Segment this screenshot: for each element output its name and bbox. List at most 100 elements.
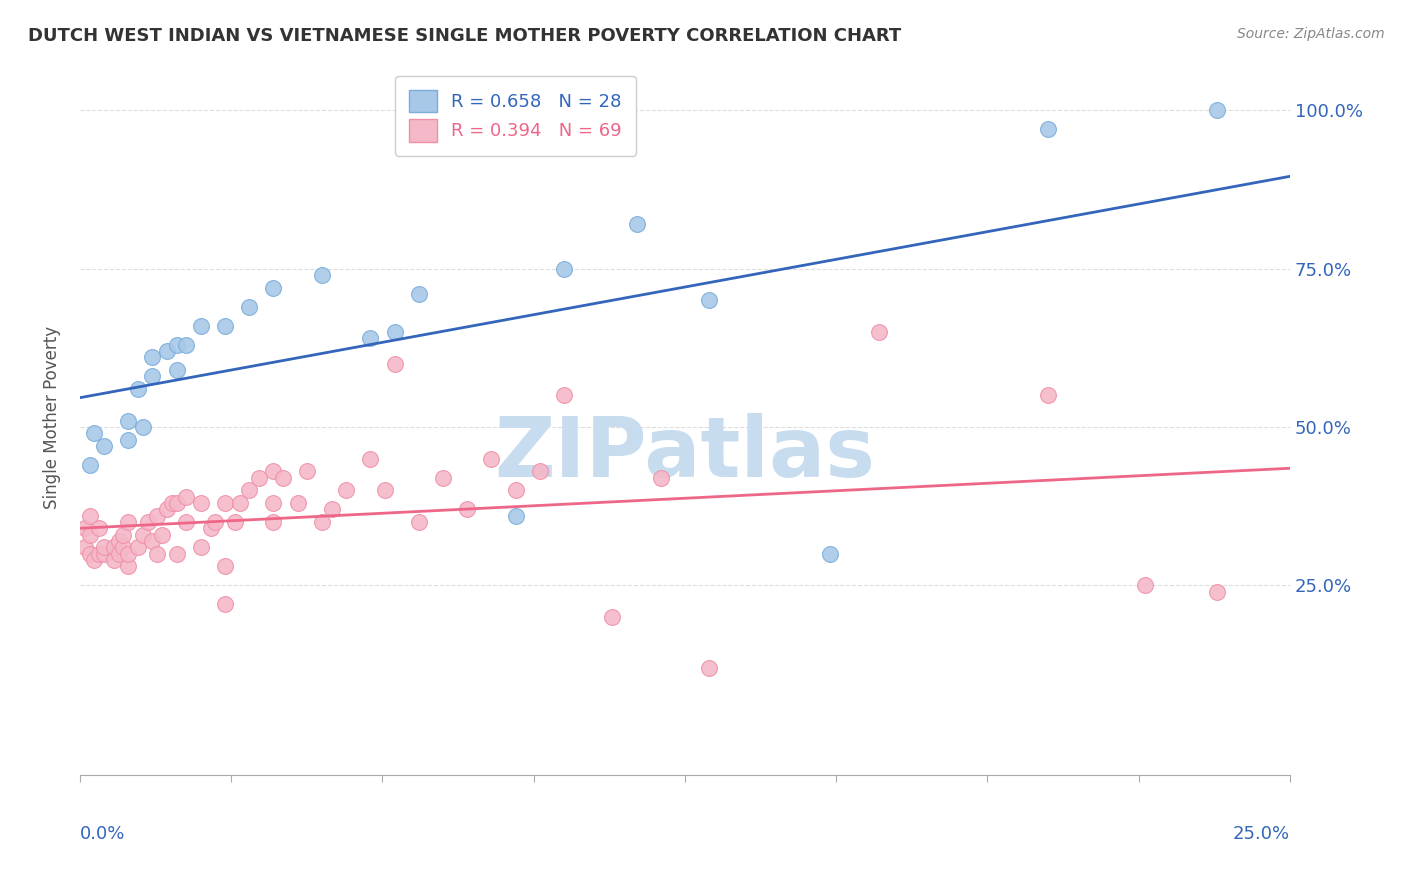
Point xyxy=(1036,122,1059,136)
Point xyxy=(1206,103,1229,118)
Point xyxy=(83,553,105,567)
Point xyxy=(103,553,125,567)
Point xyxy=(146,547,169,561)
Point xyxy=(384,357,406,371)
Point xyxy=(697,293,720,308)
Point xyxy=(150,527,173,541)
Point xyxy=(93,439,115,453)
Point xyxy=(263,464,285,478)
Point xyxy=(626,217,648,231)
Point xyxy=(335,483,357,498)
Point xyxy=(79,508,101,523)
Point xyxy=(238,300,260,314)
Point xyxy=(73,541,96,555)
Point xyxy=(112,541,135,555)
Point xyxy=(1206,584,1229,599)
Y-axis label: Single Mother Poverty: Single Mother Poverty xyxy=(44,326,60,509)
Point xyxy=(384,325,406,339)
Point xyxy=(374,483,396,498)
Point xyxy=(79,458,101,472)
Point xyxy=(432,470,454,484)
Point xyxy=(263,515,285,529)
Point xyxy=(505,508,527,523)
Text: Source: ZipAtlas.com: Source: ZipAtlas.com xyxy=(1237,27,1385,41)
Point xyxy=(127,382,149,396)
Point xyxy=(166,363,188,377)
Point xyxy=(132,527,155,541)
Point xyxy=(190,541,212,555)
Point xyxy=(117,547,139,561)
Point xyxy=(697,660,720,674)
Point xyxy=(1036,388,1059,402)
Point xyxy=(408,287,430,301)
Point xyxy=(156,343,179,358)
Point xyxy=(321,502,343,516)
Point xyxy=(141,533,163,548)
Point xyxy=(818,547,841,561)
Point xyxy=(166,547,188,561)
Point xyxy=(263,280,285,294)
Point xyxy=(311,268,333,282)
Point xyxy=(479,451,502,466)
Point xyxy=(456,502,478,516)
Point xyxy=(146,508,169,523)
Point xyxy=(529,464,551,478)
Point xyxy=(650,470,672,484)
Point xyxy=(141,369,163,384)
Point xyxy=(868,325,890,339)
Text: DUTCH WEST INDIAN VS VIETNAMESE SINGLE MOTHER POVERTY CORRELATION CHART: DUTCH WEST INDIAN VS VIETNAMESE SINGLE M… xyxy=(28,27,901,45)
Point xyxy=(73,521,96,535)
Point xyxy=(136,515,159,529)
Point xyxy=(166,496,188,510)
Point xyxy=(83,426,105,441)
Point xyxy=(190,496,212,510)
Point xyxy=(359,331,381,345)
Point xyxy=(204,515,226,529)
Point xyxy=(228,496,250,510)
Point xyxy=(263,496,285,510)
Point xyxy=(176,337,198,351)
Point xyxy=(89,547,111,561)
Point xyxy=(408,515,430,529)
Point xyxy=(117,414,139,428)
Point xyxy=(214,597,236,611)
Point xyxy=(79,547,101,561)
Point xyxy=(117,559,139,574)
Point xyxy=(190,318,212,333)
Point xyxy=(287,496,309,510)
Point xyxy=(107,547,129,561)
Point xyxy=(200,521,222,535)
Point xyxy=(160,496,183,510)
Point xyxy=(214,318,236,333)
Point xyxy=(553,261,575,276)
Text: ZIPatlas: ZIPatlas xyxy=(495,413,876,493)
Point xyxy=(117,515,139,529)
Point xyxy=(505,483,527,498)
Point xyxy=(553,388,575,402)
Point xyxy=(247,470,270,484)
Point xyxy=(271,470,294,484)
Point xyxy=(176,515,198,529)
Point xyxy=(176,490,198,504)
Point xyxy=(166,337,188,351)
Point xyxy=(214,559,236,574)
Point xyxy=(359,451,381,466)
Point xyxy=(141,351,163,365)
Point xyxy=(238,483,260,498)
Point xyxy=(112,527,135,541)
Point xyxy=(93,541,115,555)
Point xyxy=(127,541,149,555)
Point xyxy=(156,502,179,516)
Point xyxy=(602,610,624,624)
Point xyxy=(1133,578,1156,592)
Point xyxy=(224,515,246,529)
Point xyxy=(107,533,129,548)
Point xyxy=(117,433,139,447)
Point xyxy=(132,420,155,434)
Legend: R = 0.658   N = 28, R = 0.394   N = 69: R = 0.658 N = 28, R = 0.394 N = 69 xyxy=(395,76,636,156)
Point xyxy=(93,547,115,561)
Point xyxy=(214,496,236,510)
Point xyxy=(89,521,111,535)
Point xyxy=(103,541,125,555)
Point xyxy=(311,515,333,529)
